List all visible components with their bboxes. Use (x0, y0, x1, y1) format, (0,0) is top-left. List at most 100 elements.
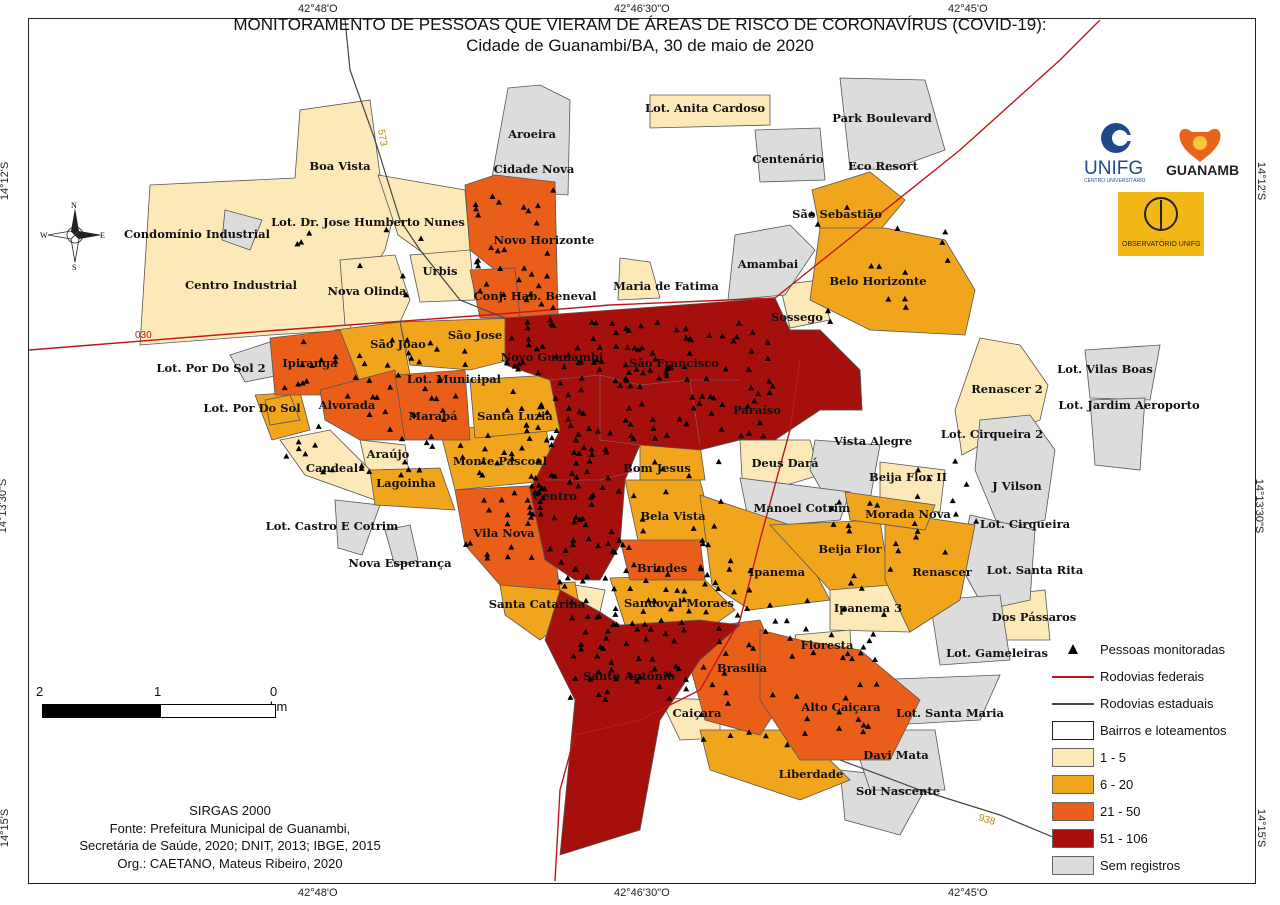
compass-s: S (72, 263, 76, 270)
monitored-person-point (387, 426, 394, 432)
monitored-person-point (619, 541, 626, 548)
neighborhood-label: Candeal (306, 461, 359, 475)
monitored-person-point (515, 276, 522, 283)
monitored-person-point (885, 296, 892, 302)
monitored-person-point (681, 363, 688, 369)
area-maraba (394, 369, 471, 441)
area-gameleiras (929, 594, 1011, 666)
area-morada-nova (844, 491, 936, 531)
monitored-person-point (528, 482, 535, 489)
monitored-person-point (611, 549, 618, 555)
legend-class-4: 51 - 106 (1052, 825, 1262, 852)
monitored-person-point (622, 361, 629, 368)
monitored-person-point (404, 336, 411, 343)
monitored-person-point (639, 344, 646, 351)
monitored-person-point (764, 355, 771, 361)
neighborhood-label: Davi Mata (863, 748, 929, 762)
monitored-person-point (594, 428, 601, 434)
class-sem-registros-areas (221, 77, 1161, 836)
monitored-person-point (769, 691, 776, 698)
monitored-person-point (718, 426, 725, 432)
neighborhood-label: Lot. Santa Rita (987, 563, 1084, 577)
title-line-2: Cidade de Guanambi/BA, 30 de maio de 202… (466, 36, 814, 55)
monitored-person-point (422, 385, 429, 392)
monitored-person-point (592, 319, 599, 326)
area-sao-sebastiao (811, 171, 906, 231)
monitored-person-point (594, 653, 601, 659)
monitored-person-point (873, 681, 880, 687)
monitored-person-point (561, 583, 568, 589)
monitored-person-point (734, 612, 741, 618)
monitored-person-point (565, 391, 572, 398)
monitored-person-point (643, 636, 650, 642)
monitored-person-point (547, 545, 554, 552)
monitored-person-point (747, 384, 754, 391)
compass-n: N (71, 201, 77, 210)
monitored-person-point (604, 627, 611, 634)
monitored-person-point (569, 541, 576, 548)
map-legend: Pessoas monitoradas Rodovias federais Ro… (1052, 636, 1262, 879)
monitored-person-point (511, 363, 518, 369)
monitored-person-point (613, 675, 620, 682)
monitored-person-point (398, 435, 405, 442)
monitored-person-point (868, 263, 875, 269)
monitored-person-point (860, 644, 867, 650)
monitored-person-point (299, 361, 306, 368)
monitored-person-point (295, 381, 302, 387)
monitored-person-point (369, 393, 376, 400)
monitored-person-point (630, 561, 637, 568)
state-road-573 (344, 19, 506, 319)
monitored-person-point (615, 488, 622, 494)
monitored-person-point (604, 688, 611, 695)
monitored-person-point (651, 665, 658, 672)
monitored-person-point (730, 337, 737, 344)
neighborhood-label: Lot. Santa Maria (896, 706, 1005, 720)
legend-label: 51 - 106 (1100, 831, 1148, 846)
federal-road-ne (774, 19, 1101, 299)
monitored-person-point (436, 377, 443, 383)
neighborhood-label: Beija Flor (818, 542, 882, 556)
area-castro-cotrim (334, 499, 381, 556)
monitored-person-point (649, 349, 656, 356)
neighborhood-label: Araújo (366, 447, 410, 461)
monitored-person-point (696, 400, 703, 406)
monitored-person-point (717, 498, 724, 504)
monitored-person-point (706, 332, 713, 338)
monitored-person-point (568, 598, 575, 605)
monitored-person-point (543, 436, 550, 443)
monitored-person-point (580, 410, 587, 416)
monitored-person-point (678, 619, 685, 625)
monitored-person-point (467, 540, 474, 546)
monitored-person-point (727, 732, 734, 738)
monitored-person-point (299, 379, 306, 386)
monitored-person-point (405, 349, 412, 356)
monitored-person-point (358, 465, 365, 471)
monitored-person-point (509, 455, 516, 462)
neighborhood-labels: Lot. Anita Cardoso Park Boulevard Aroeira C… (124, 101, 1200, 798)
monitored-person-point (689, 394, 696, 400)
neighborhood-label: Floresta (801, 638, 854, 652)
neighborhood-label: Lot. Castro E Cotrim (266, 519, 399, 533)
unifg-text: UNIFG (1084, 158, 1143, 179)
scale-segment-dark (42, 704, 162, 718)
monitored-person-point (583, 468, 590, 475)
monitored-person-point (528, 473, 535, 479)
monitored-person-point (663, 372, 670, 379)
monitored-person-point (887, 566, 894, 572)
monitored-person-point (876, 263, 883, 269)
north-arrow: N S E W (40, 200, 110, 272)
monitored-person-point (766, 389, 773, 396)
monitored-person-point (515, 365, 522, 372)
monitored-person-point (579, 577, 586, 584)
monitored-person-point (708, 410, 715, 416)
monitored-person-point (857, 681, 864, 688)
neighborhood-label: Beija Flor II (869, 470, 947, 484)
monitored-person-point (567, 422, 574, 429)
monitored-person-point (557, 379, 564, 386)
monitored-person-point (845, 522, 852, 529)
monitored-person-point (605, 474, 612, 481)
monitored-person-point (603, 635, 610, 641)
monitored-person-point (481, 445, 488, 452)
monitored-person-point (586, 458, 593, 464)
